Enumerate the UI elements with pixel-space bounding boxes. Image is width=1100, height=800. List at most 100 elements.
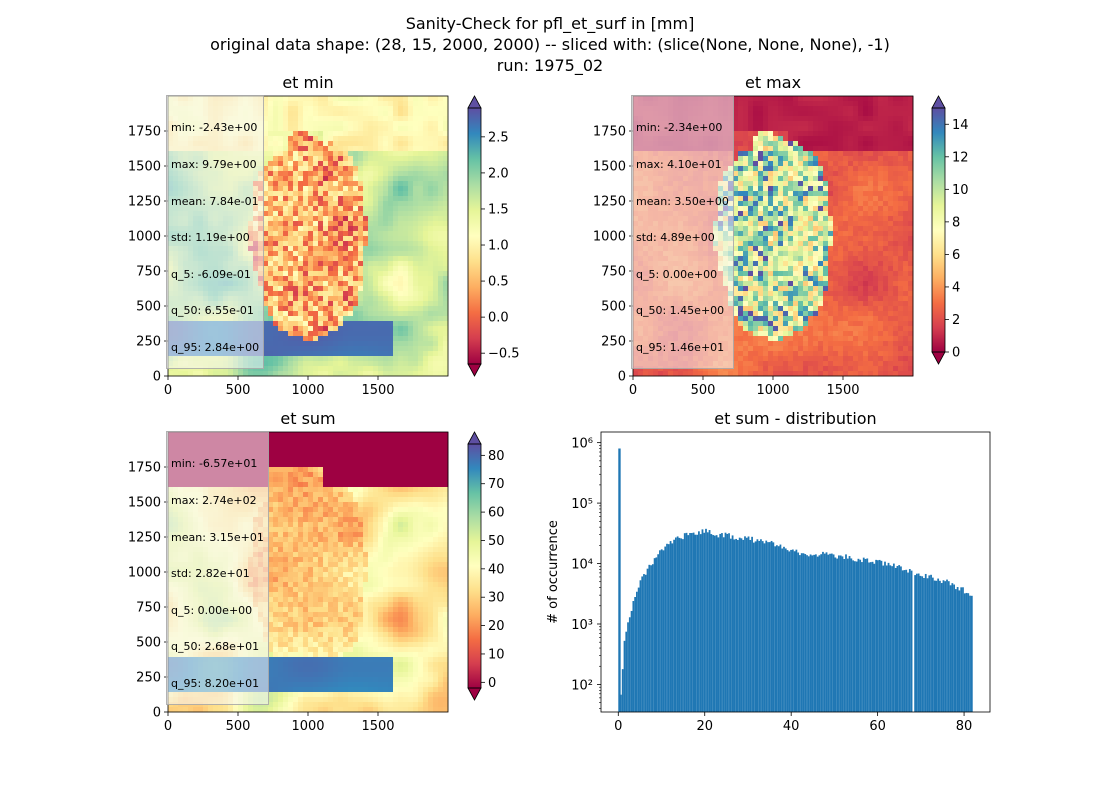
heatmap-cell <box>408 211 414 217</box>
heatmap-cell <box>443 166 449 172</box>
heatmap-cell <box>753 221 759 227</box>
heatmap-cell <box>348 246 354 252</box>
heatmap-cell <box>423 336 429 342</box>
heatmap-cell <box>393 336 399 342</box>
heatmap-cell <box>293 316 299 322</box>
heatmap-cell <box>308 126 314 132</box>
heatmap-cell <box>328 176 334 182</box>
heatmap-cell <box>273 346 279 352</box>
heatmap-cell <box>878 201 884 207</box>
heatmap-cell <box>893 146 899 152</box>
heatmap-cell <box>878 161 884 167</box>
heatmap-cell <box>833 231 839 237</box>
heatmap-cell <box>813 251 819 257</box>
heatmap-cell <box>268 251 274 257</box>
heatmap-cell <box>338 151 344 157</box>
heatmap-cell <box>868 121 874 127</box>
heatmap-cell <box>393 276 399 282</box>
heatmap-cell <box>443 106 449 112</box>
heatmap-cell <box>823 151 829 157</box>
heatmap-cell <box>858 111 864 117</box>
heatmap-cell <box>438 101 444 107</box>
heatmap-cell <box>383 196 389 202</box>
heatmap-cell <box>423 166 429 172</box>
heatmap-cell <box>428 116 434 122</box>
heatmap-cell <box>783 121 789 127</box>
heatmap-cell <box>413 331 419 337</box>
heatmap-cell <box>768 226 774 232</box>
heatmap-cell <box>298 276 304 282</box>
heatmap-cell <box>413 191 419 197</box>
heatmap-cell <box>758 166 764 172</box>
heatmap-cell <box>283 261 289 267</box>
heatmap-cell <box>273 221 279 227</box>
heatmap-cell <box>393 291 399 297</box>
heatmap-cell <box>873 126 879 132</box>
heatmap-cell <box>743 126 749 132</box>
heatmap-cell <box>848 111 854 117</box>
heatmap-cell <box>333 311 339 317</box>
heatmap-cell <box>293 121 299 127</box>
heatmap-cell <box>408 151 414 157</box>
heatmap-cell <box>418 176 424 182</box>
heatmap-cell <box>823 156 829 162</box>
heatmap-cell <box>783 251 789 257</box>
heatmap-cell <box>303 141 309 147</box>
heatmap-cell <box>343 371 349 377</box>
heatmap-cell <box>268 256 274 262</box>
heatmap-cell <box>758 161 764 167</box>
heatmap-cell <box>298 346 304 352</box>
heatmap-cell <box>313 361 319 367</box>
heatmap-cell <box>783 156 789 162</box>
heatmap-cell <box>413 206 419 212</box>
heatmap-cell <box>773 106 779 112</box>
heatmap-cell <box>378 206 384 212</box>
heatmap-cell <box>358 271 364 277</box>
heatmap-cell <box>443 231 449 237</box>
heatmap-cell <box>433 206 439 212</box>
heatmap-cell <box>813 166 819 172</box>
heatmap-cell <box>768 161 774 167</box>
heatmap-cell <box>433 291 439 297</box>
heatmap-cell <box>343 266 349 272</box>
heatmap-cell <box>403 101 409 107</box>
heatmap-cell <box>868 111 874 117</box>
heatmap-cell <box>323 326 329 332</box>
heatmap-cell <box>908 151 914 157</box>
heatmap-cell <box>443 101 449 107</box>
heatmap-cell <box>793 141 799 147</box>
heatmap-cell <box>323 191 329 197</box>
heatmap-cell <box>803 206 809 212</box>
heatmap-cell <box>778 171 784 177</box>
heatmap-cell <box>408 201 414 207</box>
heatmap-cell <box>378 366 384 372</box>
heatmap-cell <box>263 96 269 102</box>
heatmap-cell <box>293 341 299 347</box>
heatmap-cell <box>263 306 269 312</box>
heatmap-cell <box>443 256 449 262</box>
heatmap-cell <box>848 101 854 107</box>
heatmap-cell <box>378 311 384 317</box>
heatmap-cell <box>763 181 769 187</box>
heatmap-cell <box>438 366 444 372</box>
heatmap-cell <box>438 121 444 127</box>
heatmap-cell <box>858 186 864 192</box>
heatmap-cell <box>783 171 789 177</box>
heatmap-cell <box>778 151 784 157</box>
heatmap-cell <box>818 111 824 117</box>
heatmap-cell <box>398 256 404 262</box>
heatmap-cell <box>438 111 444 117</box>
heatmap-cell <box>438 221 444 227</box>
heatmap-cell <box>273 306 279 312</box>
heatmap-cell <box>343 211 349 217</box>
heatmap-cell <box>283 206 289 212</box>
heatmap-cell <box>898 226 904 232</box>
heatmap-cell <box>898 106 904 112</box>
heatmap-cell <box>393 181 399 187</box>
heatmap-cell <box>263 131 269 137</box>
heatmap-cell <box>833 161 839 167</box>
heatmap-cell <box>413 311 419 317</box>
heatmap-cell <box>833 151 839 157</box>
heatmap-cell <box>898 156 904 162</box>
heatmap-cell <box>803 131 809 137</box>
